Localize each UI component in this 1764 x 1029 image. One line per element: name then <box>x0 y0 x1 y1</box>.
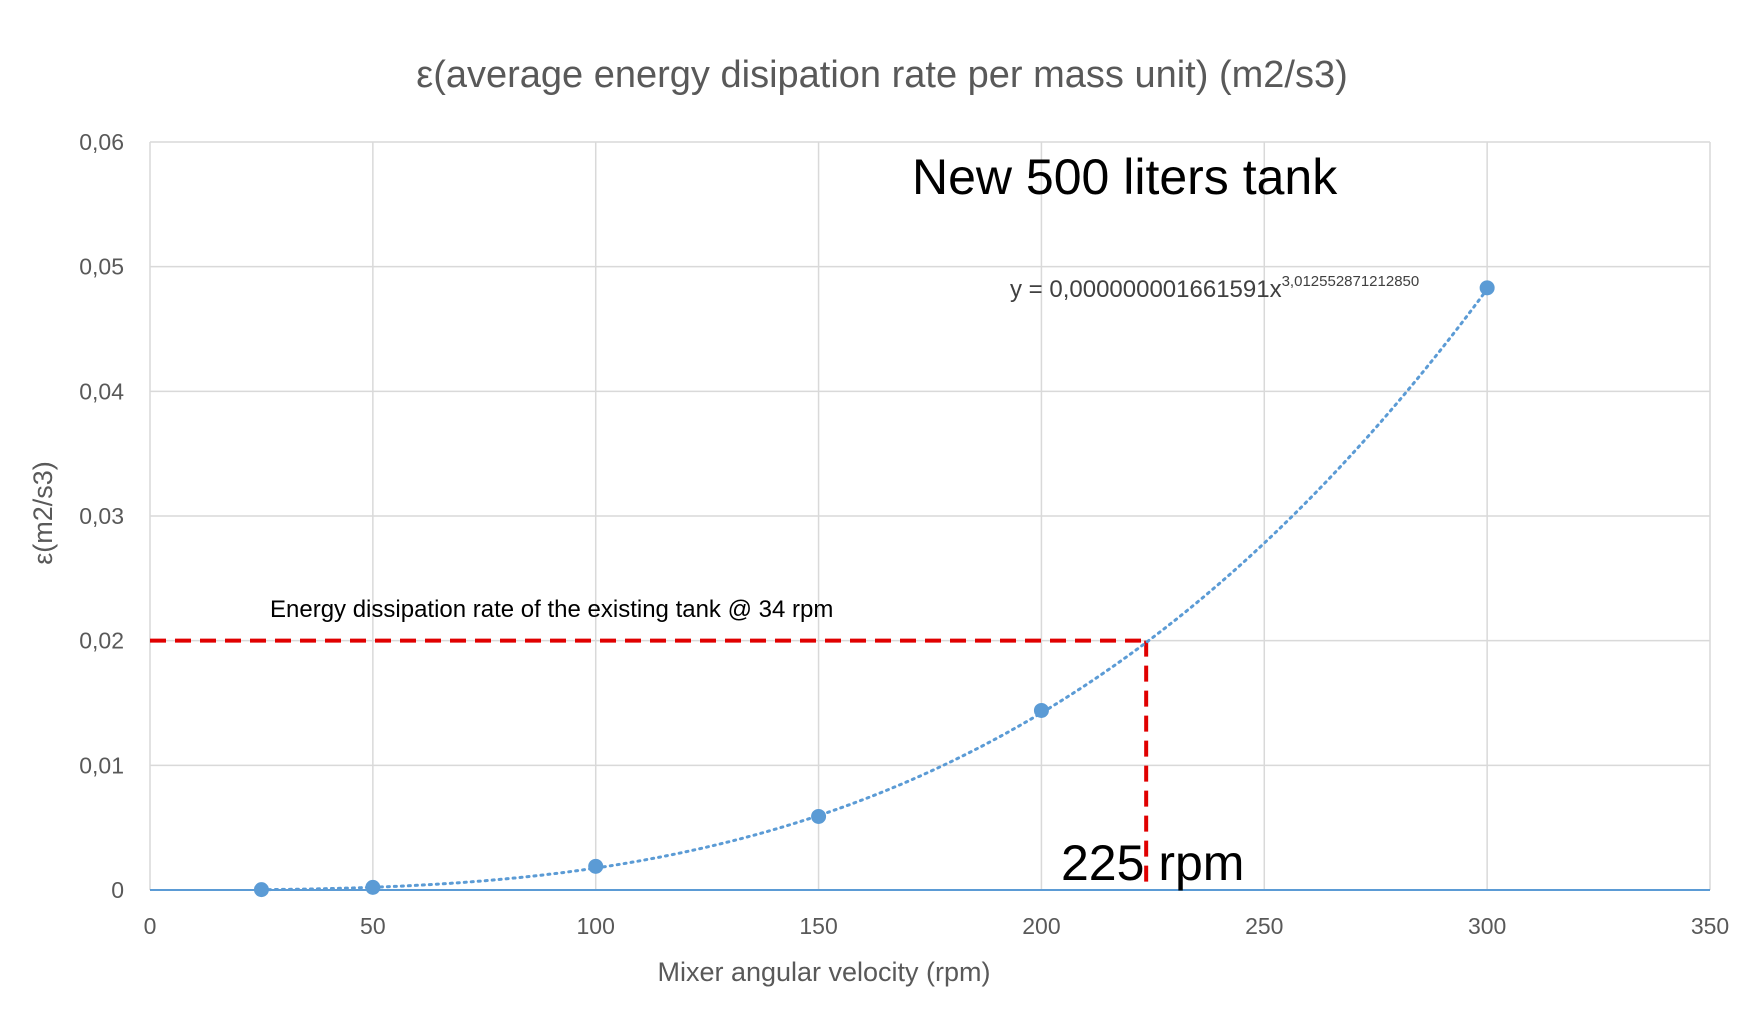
y-axis-title: ε(m2/s3) <box>28 461 58 565</box>
x-tick-label: 350 <box>1691 913 1729 939</box>
trendline-layer <box>259 287 1489 892</box>
y-tick-label: 0 <box>111 877 124 903</box>
data-point <box>588 858 604 874</box>
y-tick-label: 0,03 <box>79 503 124 529</box>
x-axis-title: Mixer angular velocity (rpm) <box>657 957 990 987</box>
x-tick-label: 200 <box>1022 913 1060 939</box>
y-tick-label: 0,06 <box>79 129 124 155</box>
x-tick-labels: 0 50 100 150 200 250 300 350 <box>144 913 1730 939</box>
y-tick-label: 0,04 <box>79 378 124 404</box>
x-tick-label: 150 <box>799 913 837 939</box>
result-label: 225 rpm <box>1061 835 1244 891</box>
chart-title: ε(average energy disipation rate per mas… <box>416 54 1347 96</box>
data-point <box>365 879 381 895</box>
x-tick-label: 50 <box>360 913 386 939</box>
x-tick-label: 100 <box>577 913 615 939</box>
x-tick-label: 0 <box>144 913 157 939</box>
data-point <box>811 808 827 824</box>
reference-label: Energy dissipation rate of the existing … <box>270 596 833 623</box>
power-trendline <box>259 287 1489 892</box>
data-point <box>1033 702 1049 718</box>
y-tick-label: 0,01 <box>79 752 124 778</box>
trendline-equation-base: y = 0,000000001661591x <box>1010 276 1282 303</box>
x-tick-label: 250 <box>1245 913 1283 939</box>
data-point <box>253 882 269 898</box>
gridlines <box>149 141 1711 890</box>
y-tick-labels: 0 0,01 0,02 0,03 0,04 0,05 0,06 <box>79 129 124 903</box>
data-point <box>1479 280 1495 296</box>
y-tick-label: 0,05 <box>79 254 124 280</box>
y-tick-label: 0,02 <box>79 628 124 654</box>
trendline-equation: y = 0,000000001661591x3,012552871212850 <box>1010 273 1419 303</box>
reference-lines <box>150 638 1149 890</box>
x-tick-label: 300 <box>1468 913 1506 939</box>
trendline-equation-exponent: 3,012552871212850 <box>1282 273 1420 290</box>
tank-label: New 500 liters tank <box>912 149 1338 205</box>
data-points <box>253 280 1495 898</box>
